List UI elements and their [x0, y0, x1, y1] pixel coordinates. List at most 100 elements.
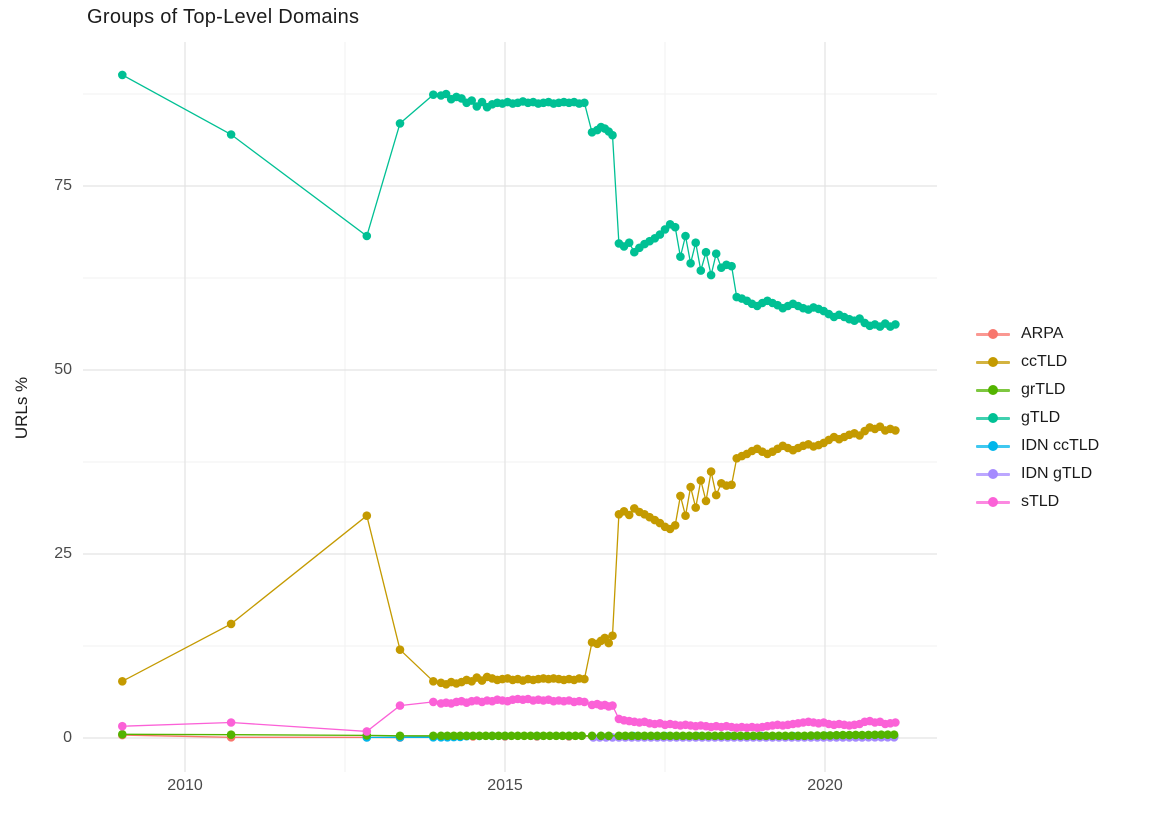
data-point-grtld: [787, 731, 796, 741]
series-cctld: [118, 422, 900, 689]
legend-label: gTLD: [1021, 409, 1061, 426]
data-point-grtld: [513, 731, 523, 741]
data-point-grtld: [749, 731, 758, 741]
y-axis-title: URLs %: [12, 376, 31, 440]
data-point-gtld: [624, 238, 634, 247]
data-point-grtld: [653, 731, 662, 741]
data-point-grtld: [507, 731, 516, 741]
data-point-grtld: [455, 731, 465, 741]
data-point-grtld: [806, 731, 816, 740]
data-point-cctld: [711, 490, 721, 500]
data-point-grtld: [621, 731, 630, 741]
legend: ARPA ccTLD grTLD gTLD IDN ccTLD IDN gTLD sTLD: [976, 320, 1099, 516]
data-point-grtld: [545, 731, 555, 741]
data-point-cctld: [608, 631, 617, 640]
data-point-stld: [118, 721, 127, 731]
data-point-grtld: [851, 730, 860, 740]
data-point-grtld: [710, 731, 720, 741]
data-point-grtld: [864, 730, 873, 740]
data-point-grtld: [825, 731, 835, 740]
legend-item-idn-gtld: IDN gTLD: [976, 460, 1099, 488]
data-point-gtld: [429, 90, 438, 99]
data-point-grtld: [729, 731, 739, 741]
data-point-grtld: [587, 731, 597, 741]
data-point-gtld: [727, 261, 736, 271]
legend-label: grTLD: [1021, 381, 1066, 398]
data-point-stld: [580, 697, 589, 707]
data-point-grtld: [768, 731, 777, 741]
data-point-gtld: [670, 222, 680, 232]
data-point-grtld: [627, 731, 636, 741]
data-point-cctld: [604, 638, 613, 648]
data-point-gtld: [686, 259, 695, 268]
data-point-gtld: [676, 252, 685, 261]
data-point-cctld: [670, 521, 680, 530]
data-point-grtld: [774, 731, 784, 741]
data-point-grtld: [691, 731, 700, 741]
data-point-grtld: [429, 731, 438, 741]
data-point-grtld: [614, 731, 624, 741]
data-point-grtld: [571, 731, 580, 741]
data-point-grtld: [697, 731, 707, 741]
legend-item-gtld: gTLD: [976, 404, 1099, 432]
data-point-grtld: [672, 731, 681, 741]
data-point-gtld: [118, 70, 127, 80]
data-point-cctld: [891, 426, 900, 435]
series-grtld: [118, 730, 899, 741]
data-point-grtld: [443, 731, 452, 741]
data-point-grtld: [761, 731, 771, 741]
data-point-grtld: [604, 731, 613, 741]
legend-label: IDN ccTLD: [1021, 437, 1100, 454]
data-point-cctld: [676, 491, 685, 501]
data-point-grtld: [519, 731, 529, 741]
data-point-cctld: [691, 503, 700, 512]
data-point-grtld: [462, 731, 471, 741]
data-point-grtld: [685, 731, 694, 741]
data-point-grtld: [395, 731, 405, 741]
data-point-grtld: [640, 731, 649, 741]
data-point-grtld: [704, 731, 713, 741]
legend-label: ccTLD: [1021, 353, 1068, 370]
legend-dot-swatch: [988, 413, 998, 423]
data-point-grtld: [468, 731, 478, 741]
data-point-grtld: [889, 730, 899, 739]
y-tick-0: 0: [63, 729, 72, 746]
data-point-grtld: [487, 731, 497, 741]
legend-item-cctld: ccTLD: [976, 348, 1099, 376]
data-point-gtld: [580, 98, 589, 108]
data-point-grtld: [870, 730, 880, 740]
data-point-grtld: [596, 731, 606, 741]
legend-key-icon: [976, 468, 1010, 480]
legend-dot-swatch: [988, 385, 998, 395]
legend-label: sTLD: [1021, 493, 1060, 510]
legend-label: ARPA: [1021, 325, 1064, 342]
data-point-gtld: [711, 249, 721, 258]
data-point-grtld: [532, 731, 542, 741]
data-point-cctld: [118, 677, 127, 686]
data-point-gtld: [696, 266, 706, 275]
data-point-gtld: [891, 320, 900, 329]
data-point-cctld: [429, 677, 438, 686]
legend-item-stld: sTLD: [976, 488, 1099, 516]
series-stld: [118, 694, 900, 736]
data-point-cctld: [727, 480, 736, 490]
data-point-grtld: [723, 731, 732, 741]
data-point-cctld: [696, 476, 706, 485]
data-point-gtld: [395, 119, 405, 128]
data-point-stld: [891, 718, 900, 727]
legend-dot-swatch: [988, 441, 998, 451]
data-point-cctld: [362, 511, 372, 520]
data-point-grtld: [742, 731, 752, 741]
data-point-grtld: [481, 731, 491, 741]
data-point-cctld: [686, 482, 695, 492]
x-tick-2015: 2015: [487, 777, 523, 794]
data-point-grtld: [678, 731, 688, 741]
data-point-grtld: [813, 731, 822, 740]
legend-dot-swatch: [988, 469, 998, 479]
data-point-grtld: [494, 731, 503, 741]
data-point-grtld: [877, 730, 886, 739]
series-gtld: [118, 70, 900, 331]
data-point-grtld: [646, 731, 656, 741]
